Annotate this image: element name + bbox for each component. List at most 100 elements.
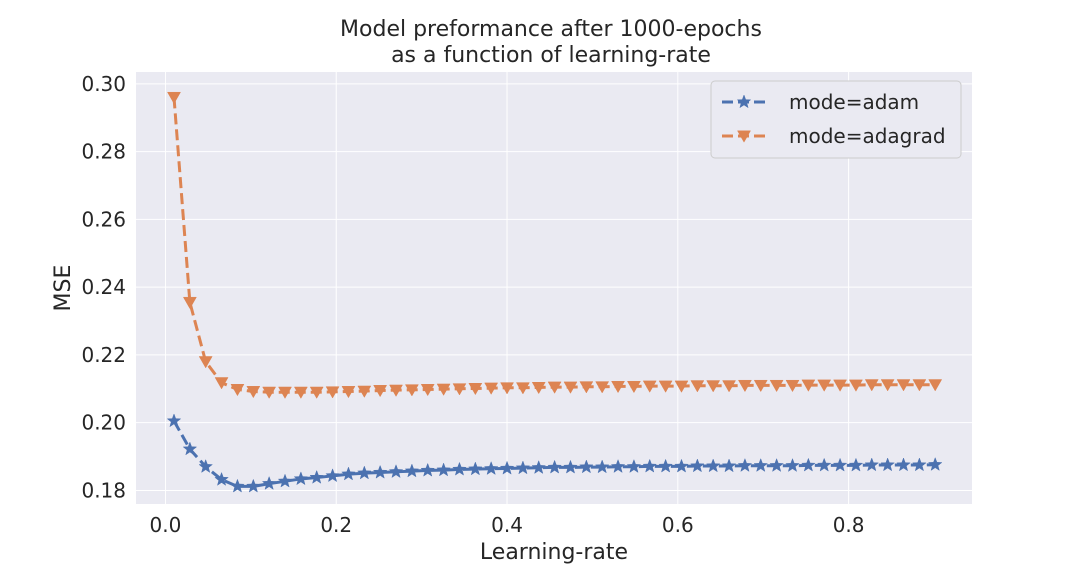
- data-point: [642, 380, 657, 393]
- data-point: [325, 468, 340, 483]
- data-point: [515, 460, 531, 475]
- data-point: [690, 458, 705, 473]
- y-tick-label: 0.24: [81, 275, 126, 299]
- x-tick-label: 0.0: [150, 513, 182, 537]
- data-point: [357, 385, 372, 398]
- legend-entry: mode=adagrad: [722, 124, 946, 148]
- data-point: [594, 459, 610, 474]
- data-point: [277, 473, 293, 488]
- y-tick-label: 0.26: [81, 207, 126, 231]
- data-point: [769, 379, 784, 393]
- data-point: [214, 471, 229, 486]
- data-point: [309, 469, 325, 484]
- data-point: [436, 383, 451, 396]
- data-point: [167, 91, 181, 105]
- data-point: [404, 463, 420, 478]
- data-point: [579, 459, 594, 474]
- data-point: [738, 379, 752, 393]
- x-tick-label: 0.6: [662, 513, 694, 537]
- data-point: [674, 458, 689, 473]
- y-tick-label: 0.20: [81, 411, 126, 435]
- data-point: [864, 379, 879, 392]
- data-point: [198, 459, 214, 473]
- y-tick-label: 0.30: [81, 72, 126, 96]
- data-point: [198, 356, 213, 369]
- data-point: [626, 380, 641, 394]
- legend-marker: [736, 94, 752, 109]
- data-point: [927, 456, 943, 471]
- data-point: [721, 458, 737, 473]
- data-point: [801, 379, 816, 392]
- data-point: [246, 386, 261, 399]
- data-point: [531, 381, 546, 395]
- data-point: [531, 460, 547, 474]
- data-point: [182, 296, 197, 310]
- x-axis-label: Learning-rate: [480, 540, 628, 565]
- data-point: [595, 381, 610, 394]
- data-point: [833, 379, 847, 392]
- data-point: [658, 458, 673, 473]
- data-point: [389, 384, 403, 397]
- data-point: [896, 457, 911, 472]
- data-point: [245, 478, 261, 493]
- data-point: [483, 461, 499, 476]
- data-point: [674, 380, 689, 393]
- data-point: [261, 475, 277, 490]
- data-point: [262, 386, 277, 399]
- data-point: [611, 380, 625, 394]
- data-point: [373, 385, 388, 398]
- data-point: [785, 379, 800, 393]
- x-tick-label: 0.4: [491, 513, 523, 537]
- data-point: [705, 458, 721, 473]
- data-point: [849, 379, 863, 392]
- data-point: [547, 459, 562, 474]
- data-point: [610, 459, 626, 473]
- chart-title-line-2: as a function of learning-rate: [391, 43, 711, 68]
- series-layer: [166, 91, 943, 493]
- legend-label: mode=adam: [789, 90, 919, 114]
- data-point: [436, 462, 451, 477]
- data-point: [642, 458, 658, 473]
- data-point: [864, 457, 880, 472]
- data-point: [880, 457, 895, 472]
- data-point: [372, 464, 388, 479]
- data-point: [230, 478, 245, 493]
- data-point: [626, 459, 642, 473]
- data-point: [515, 382, 530, 395]
- data-point: [309, 386, 324, 399]
- legend-marker: [737, 130, 751, 143]
- chart-title-line-1: Model preformance after 1000-epochs: [340, 17, 762, 42]
- data-point: [912, 457, 927, 472]
- data-point: [880, 379, 895, 392]
- data-point: [658, 380, 673, 393]
- y-tick-label: 0.28: [81, 140, 126, 164]
- y-tick-label: 0.18: [81, 478, 126, 502]
- series-adam: [166, 413, 943, 493]
- data-point: [753, 379, 768, 393]
- data-point: [484, 382, 499, 395]
- data-point: [468, 383, 483, 396]
- data-point: [278, 386, 292, 399]
- data-point: [896, 379, 911, 392]
- data-point: [293, 386, 308, 399]
- data-point: [690, 380, 705, 393]
- data-point: [817, 379, 832, 392]
- data-point: [785, 457, 800, 472]
- data-point: [293, 471, 309, 486]
- data-point: [928, 379, 943, 392]
- data-point: [737, 457, 753, 472]
- data-point: [563, 459, 578, 474]
- data-point: [468, 461, 483, 476]
- data-point: [832, 457, 848, 472]
- data-point: [214, 377, 229, 390]
- legend-entry: mode=adam: [722, 90, 919, 114]
- data-point: [420, 384, 435, 397]
- data-point: [357, 465, 372, 480]
- data-point: [420, 462, 436, 477]
- data-point: [769, 457, 784, 472]
- data-point: [341, 386, 356, 399]
- data-point: [341, 466, 356, 481]
- data-point: [816, 457, 832, 472]
